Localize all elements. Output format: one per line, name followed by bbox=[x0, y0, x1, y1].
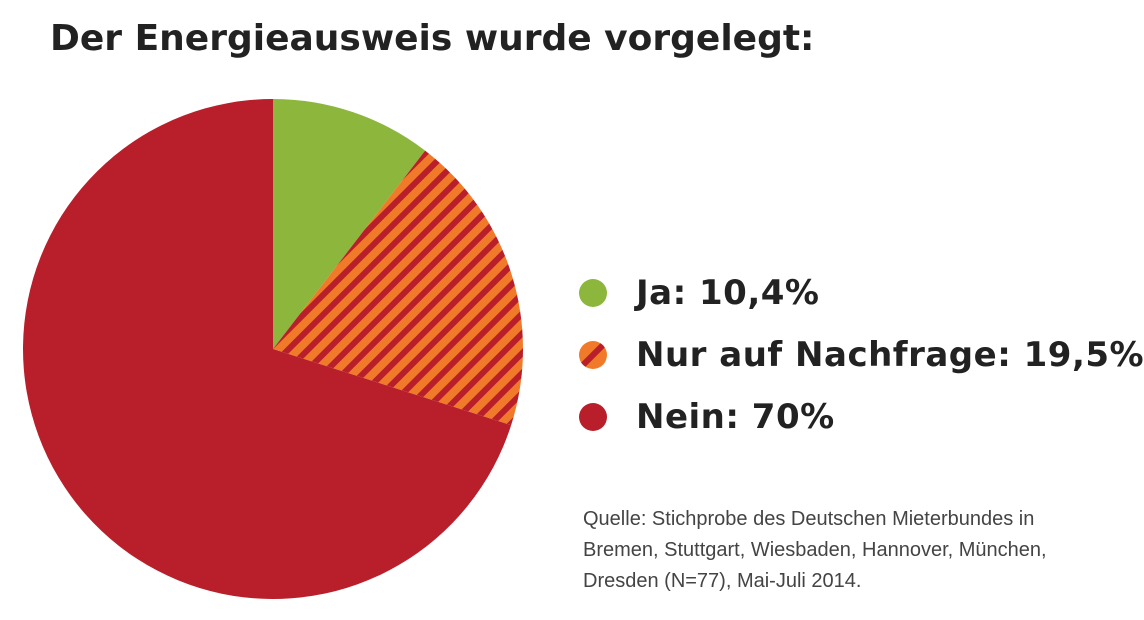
legend-label-nein: Nein: 70% bbox=[636, 397, 835, 437]
legend-item-ja: Ja: 10,4% bbox=[578, 262, 1144, 324]
legend: Ja: 10,4% Nur auf Nachfrage: 19,5% Nein:… bbox=[578, 262, 1144, 448]
legend-label-ja: Ja: 10,4% bbox=[636, 273, 820, 313]
source-line-1: Quelle: Stichprobe des Deutschen Mieterb… bbox=[583, 508, 1035, 530]
source-line-3: Dresden (N=77), Mai-Juli 2014. bbox=[583, 570, 862, 592]
legend-dot-nein bbox=[579, 403, 607, 431]
legend-item-nein: Nein: 70% bbox=[578, 386, 1144, 448]
source-note: Quelle: Stichprobe des Deutschen Mieterb… bbox=[583, 504, 1123, 597]
legend-dot-nachfrage bbox=[579, 341, 607, 369]
legend-item-nachfrage: Nur auf Nachfrage: 19,5% bbox=[578, 324, 1144, 386]
pie-slice-nein bbox=[22, 98, 512, 599]
source-line-2: Bremen, Stuttgart, Wiesbaden, Hannover, … bbox=[583, 539, 1047, 561]
legend-dot-ja bbox=[579, 279, 607, 307]
chart-title: Der Energieausweis wurde vorgelegt: bbox=[50, 18, 815, 59]
legend-label-nachfrage: Nur auf Nachfrage: 19,5% bbox=[636, 335, 1144, 375]
pie-slice-ja bbox=[273, 99, 426, 349]
pie-slice-nur-auf-nachfrage bbox=[273, 150, 523, 426]
